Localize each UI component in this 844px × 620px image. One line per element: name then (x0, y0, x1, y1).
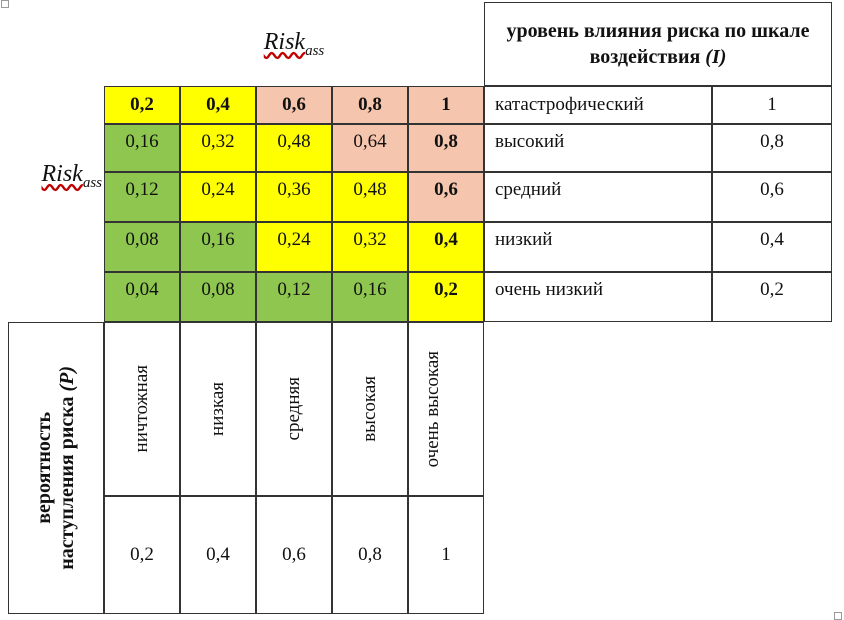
corner-mark-top-left (1, 0, 9, 8)
probability-title: вероятность наступления риска (P) (8, 322, 104, 614)
matrix-cell: 0,6 (408, 172, 484, 222)
impact-level-label: очень низкий (484, 272, 712, 322)
matrix-cell: 0,16 (180, 222, 256, 272)
matrix-cell: 0,04 (104, 272, 180, 322)
risk-label: Risk (263, 28, 306, 55)
probability-category-label: ничтожная (131, 365, 153, 453)
probability-category: высокая (332, 322, 408, 496)
matrix-cell: 0,2 (408, 272, 484, 322)
matrix-cell: 0,64 (332, 124, 408, 172)
scale-title-var: (I) (705, 46, 727, 68)
probability-value: 0,8 (332, 496, 408, 614)
impact-level-label: высокий (484, 124, 712, 172)
matrix-top-cell: 0,6 (256, 86, 332, 124)
risk-label-left: Risk (41, 160, 83, 187)
risk-header-top: Riskass (104, 18, 484, 70)
matrix-cell: 0,48 (332, 172, 408, 222)
matrix-cell: 0,12 (104, 172, 180, 222)
risk-sub: ass (305, 42, 325, 59)
matrix-cell: 0,24 (180, 172, 256, 222)
probability-category-label: средняя (283, 377, 305, 441)
matrix-cell: 0,32 (332, 222, 408, 272)
matrix-top-cell: 0,8 (332, 86, 408, 124)
probability-title-var: (P) (56, 366, 78, 392)
impact-level-label: катастрофический (484, 86, 712, 124)
impact-level-value: 0,8 (712, 124, 832, 172)
probability-category: низкая (180, 322, 256, 496)
probability-category: средняя (256, 322, 332, 496)
impact-level-value: 0,2 (712, 272, 832, 322)
probability-category: очень высокая (408, 322, 484, 496)
matrix-top-cell: 0,2 (104, 86, 180, 124)
matrix-cell: 0,32 (180, 124, 256, 172)
risk-sub-left: ass (82, 174, 102, 191)
probability-value: 1 (408, 496, 484, 614)
impact-level-value: 1 (712, 86, 832, 124)
impact-level-value: 0,6 (712, 172, 832, 222)
corner-mark-bottom-right (834, 612, 842, 620)
matrix-cell: 0,08 (180, 272, 256, 322)
risk-header-left: Riskass (0, 136, 104, 216)
probability-category-label: очень высокая (422, 350, 443, 468)
probability-value: 0,4 (180, 496, 256, 614)
matrix-cell: 0,4 (408, 222, 484, 272)
matrix-cell: 0,36 (256, 172, 332, 222)
probability-category: ничтожная (104, 322, 180, 496)
impact-level-label: средний (484, 172, 712, 222)
matrix-cell: 0,24 (256, 222, 332, 272)
probability-title-line2: наступления риска (56, 396, 78, 570)
probability-title-line1: вероятность (33, 412, 55, 524)
matrix-cell: 0,12 (256, 272, 332, 322)
probability-category-label: высокая (359, 376, 381, 442)
matrix-cell: 0,08 (104, 222, 180, 272)
probability-value: 0,6 (256, 496, 332, 614)
scale-title: уровень влияния риска по шкале воздейств… (484, 2, 832, 86)
matrix-cell: 0,16 (332, 272, 408, 322)
probability-value: 0,2 (104, 496, 180, 614)
matrix-cell: 0,48 (256, 124, 332, 172)
matrix-cell: 0,16 (104, 124, 180, 172)
impact-level-label: низкий (484, 222, 712, 272)
impact-level-value: 0,4 (712, 222, 832, 272)
matrix-top-cell: 0,4 (180, 86, 256, 124)
scale-title-text: уровень влияния риска по шкале воздейств… (506, 20, 810, 68)
matrix-cell: 0,8 (408, 124, 484, 172)
matrix-top-cell: 1 (408, 86, 484, 124)
probability-category-label: низкая (207, 382, 229, 436)
